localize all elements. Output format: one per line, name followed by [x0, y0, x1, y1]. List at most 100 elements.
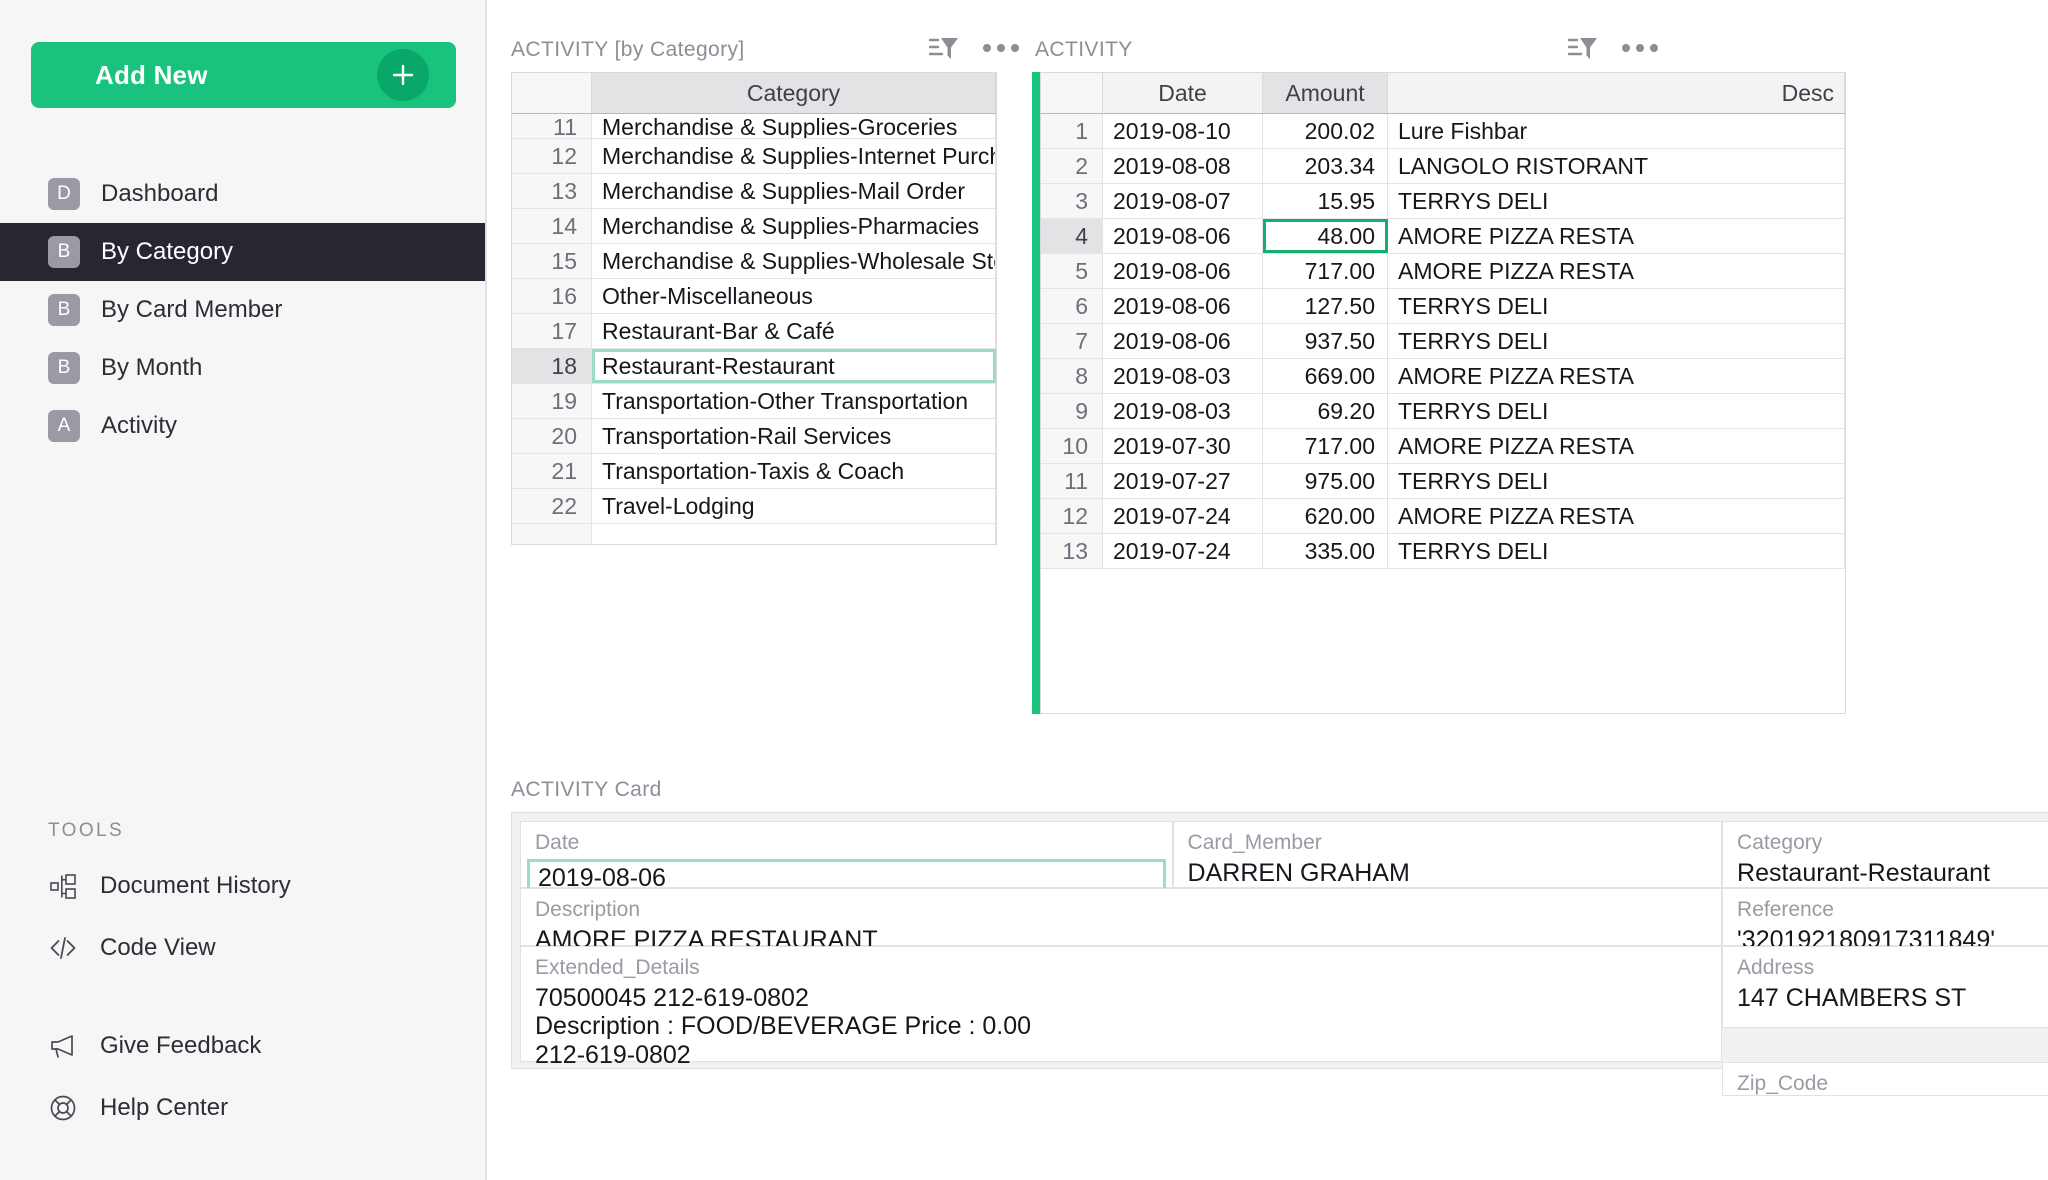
cell-description[interactable]: Lure Fishbar [1388, 114, 1845, 148]
cell-description[interactable]: AMORE PIZZA RESTA [1388, 219, 1845, 253]
card-field-zip-code[interactable]: Zip_Code [1722, 1062, 2048, 1096]
cell-amount[interactable]: 975.00 [1263, 464, 1388, 498]
cell-category[interactable]: Transportation-Taxis & Coach [592, 454, 996, 488]
column-header-amount[interactable]: Amount [1263, 73, 1388, 113]
card-field-description[interactable]: Description AMORE PIZZA RESTAURANT [520, 888, 1723, 954]
table-row[interactable]: 12 2019-07-24 620.00 AMORE PIZZA RESTA [1041, 499, 1845, 534]
tool-item-give-feedback[interactable]: Give Feedback [0, 1015, 485, 1077]
cell-category[interactable] [592, 524, 996, 544]
card-field-address[interactable]: Address 147 CHAMBERS ST [1722, 946, 2048, 1028]
cell-description[interactable]: AMORE PIZZA RESTA [1388, 429, 1845, 463]
cell-amount[interactable]: 669.00 [1263, 359, 1388, 393]
more-options-icon[interactable] [983, 44, 1019, 52]
cell-amount[interactable]: 937.50 [1263, 324, 1388, 358]
cell-amount[interactable]: 69.20 [1263, 394, 1388, 428]
cell-description[interactable]: LANGOLO RISTORANT [1388, 149, 1845, 183]
cell-amount[interactable]: 717.00 [1263, 429, 1388, 463]
table-row[interactable]: 19 Transportation-Other Transportation [512, 384, 996, 419]
table-row[interactable]: 7 2019-08-06 937.50 TERRYS DELI [1041, 324, 1845, 359]
cell-date[interactable]: 2019-08-06 [1103, 289, 1263, 323]
cell-category[interactable]: Travel-Lodging [592, 489, 996, 523]
sidebar-item-dashboard[interactable]: D Dashboard [0, 165, 485, 223]
table-row[interactable]: 13 2019-07-24 335.00 TERRYS DELI [1041, 534, 1845, 569]
tool-item-help-center[interactable]: Help Center [0, 1077, 485, 1139]
card-field-category[interactable]: Category Restaurant-Restaurant [1722, 821, 2048, 888]
cell-date[interactable]: 2019-08-06 [1103, 254, 1263, 288]
table-row[interactable]: 12 Merchandise & Supplies-Internet Purch… [512, 139, 996, 174]
filter-sort-icon[interactable] [929, 34, 959, 62]
cell-amount-selected[interactable]: 48.00 [1263, 219, 1388, 253]
cell-date[interactable]: 2019-07-27 [1103, 464, 1263, 498]
sidebar-item-by-card-member[interactable]: B By Card Member [0, 281, 485, 339]
table-row[interactable]: 6 2019-08-06 127.50 TERRYS DELI [1041, 289, 1845, 324]
cell-date[interactable]: 2019-08-07 [1103, 184, 1263, 218]
cell-amount[interactable]: 335.00 [1263, 534, 1388, 568]
cell-category[interactable]: Merchandise & Supplies-Wholesale Stores [592, 244, 996, 278]
table-row[interactable]: 20 Transportation-Rail Services [512, 419, 996, 454]
table-row-empty[interactable] [512, 524, 996, 544]
field-value[interactable]: DARREN GRAHAM [1187, 859, 1410, 887]
cell-category[interactable]: Merchandise & Supplies-Internet Purchase [592, 139, 996, 173]
cell-category-selected[interactable]: Restaurant-Restaurant [592, 349, 996, 383]
activity-table[interactable]: Date Amount Desc 1 2019-08-10 200.02 Lur… [1040, 72, 1846, 714]
cell-date[interactable]: 2019-08-10 [1103, 114, 1263, 148]
table-row[interactable]: 21 Transportation-Taxis & Coach [512, 454, 996, 489]
cell-description[interactable]: TERRYS DELI [1388, 394, 1845, 428]
card-field-card-member[interactable]: Card_Member DARREN GRAHAM [1172, 821, 1723, 888]
cell-date[interactable]: 2019-07-30 [1103, 429, 1263, 463]
cell-amount[interactable]: 15.95 [1263, 184, 1388, 218]
sidebar-item-by-category[interactable]: B By Category [0, 223, 485, 281]
table-row[interactable]: 16 Other-Miscellaneous [512, 279, 996, 314]
card-field-reference[interactable]: Reference '320192180917311849' [1722, 888, 2048, 954]
field-value[interactable]: 147 CHAMBERS ST [1737, 984, 1967, 1012]
cell-category[interactable]: Merchandise & Supplies-Pharmacies [592, 209, 996, 243]
cell-description[interactable]: TERRYS DELI [1388, 324, 1845, 358]
more-options-icon[interactable] [1622, 44, 1658, 52]
table-row[interactable]: 2 2019-08-08 203.34 LANGOLO RISTORANT [1041, 149, 1845, 184]
cell-description[interactable]: TERRYS DELI [1388, 464, 1845, 498]
cell-date[interactable]: 2019-08-06 [1103, 219, 1263, 253]
table-row[interactable]: 3 2019-08-07 15.95 TERRYS DELI [1041, 184, 1845, 219]
cell-date[interactable]: 2019-08-08 [1103, 149, 1263, 183]
cell-amount[interactable]: 127.50 [1263, 289, 1388, 323]
add-new-button[interactable]: Add New [31, 42, 456, 108]
table-row[interactable]: 14 Merchandise & Supplies-Pharmacies [512, 209, 996, 244]
plus-icon[interactable] [377, 49, 429, 101]
field-value[interactable]: Restaurant-Restaurant [1737, 859, 1990, 887]
table-row-selected[interactable]: 4 2019-08-06 48.00 AMORE PIZZA RESTA [1041, 219, 1845, 254]
cell-description[interactable]: TERRYS DELI [1388, 289, 1845, 323]
card-field-date[interactable]: Date 2019-08-06 [520, 821, 1173, 898]
table-row[interactable]: 11 2019-07-27 975.00 TERRYS DELI [1041, 464, 1845, 499]
table-row[interactable]: 10 2019-07-30 717.00 AMORE PIZZA RESTA [1041, 429, 1845, 464]
cell-amount[interactable]: 620.00 [1263, 499, 1388, 533]
cell-date[interactable]: 2019-08-03 [1103, 394, 1263, 428]
table-row[interactable]: 13 Merchandise & Supplies-Mail Order [512, 174, 996, 209]
table-row[interactable]: 11 Merchandise & Supplies-Groceries [512, 114, 996, 139]
cell-date[interactable]: 2019-08-06 [1103, 324, 1263, 358]
sidebar-item-activity[interactable]: A Activity [0, 397, 485, 455]
cell-amount[interactable]: 200.02 [1263, 114, 1388, 148]
tool-item-document-history[interactable]: Document History [0, 855, 485, 917]
cell-category[interactable]: Other-Miscellaneous [592, 279, 996, 313]
column-header-category[interactable]: Category [592, 73, 996, 113]
table-row[interactable]: 1 2019-08-10 200.02 Lure Fishbar [1041, 114, 1845, 149]
sidebar-item-by-month[interactable]: B By Month [0, 339, 485, 397]
cell-description[interactable]: AMORE PIZZA RESTA [1388, 499, 1845, 533]
card-field-extended-details[interactable]: Extended_Details 70500045 212-619-0802 D… [520, 946, 1723, 1069]
cell-date[interactable]: 2019-08-03 [1103, 359, 1263, 393]
column-header-rownum[interactable] [1041, 73, 1103, 113]
table-row[interactable]: 9 2019-08-03 69.20 TERRYS DELI [1041, 394, 1845, 429]
table-row[interactable]: 22 Travel-Lodging [512, 489, 996, 524]
cell-amount[interactable]: 717.00 [1263, 254, 1388, 288]
cell-category[interactable]: Merchandise & Supplies-Groceries [592, 114, 996, 138]
cell-description[interactable]: TERRYS DELI [1388, 184, 1845, 218]
table-row[interactable]: 5 2019-08-06 717.00 AMORE PIZZA RESTA [1041, 254, 1845, 289]
cell-category[interactable]: Merchandise & Supplies-Mail Order [592, 174, 996, 208]
column-header-description[interactable]: Desc [1388, 73, 1845, 113]
field-value[interactable]: 70500045 212-619-0802 Description : FOOD… [535, 984, 1031, 1069]
tool-item-code-view[interactable]: Code View [0, 917, 485, 979]
cell-description[interactable]: AMORE PIZZA RESTA [1388, 359, 1845, 393]
category-table[interactable]: Category 11 Merchandise & Supplies-Groce… [511, 72, 997, 545]
column-header-date[interactable]: Date [1103, 73, 1263, 113]
table-row-selected[interactable]: 18 Restaurant-Restaurant [512, 349, 996, 384]
